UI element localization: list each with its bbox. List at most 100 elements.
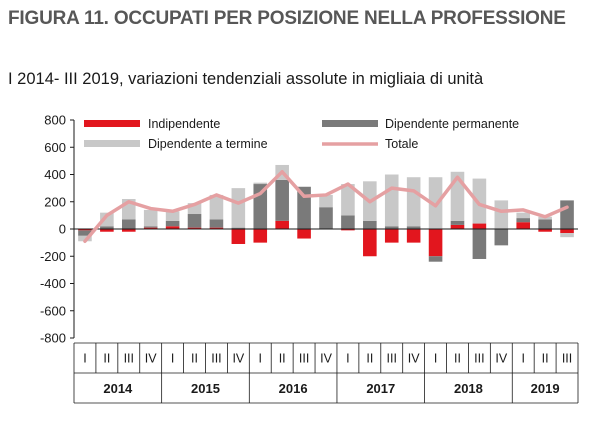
bar-dipendente-a-termine-22 [560,233,574,238]
bar-dipendente-permanente-5 [187,214,202,228]
bar-dipendente-a-termine-8 [253,182,268,185]
legend-label-total: Totale [385,137,418,151]
bar-dipendente-permanente-18 [472,229,487,259]
bar-dipendente-permanente-19 [494,229,509,246]
bar-dipendente-a-termine-18 [472,178,487,224]
bar-indipendente-5 [187,227,202,229]
bar-dipendente-permanente-12 [341,215,355,230]
y-tick-label: -200 [40,249,66,264]
bar-dipendente-a-termine-5 [187,203,202,215]
x-quarter-label: II [454,352,461,366]
bar-indipendente-4 [165,226,180,229]
x-quarter-label: III [299,352,309,366]
x-quarter-label: IV [495,352,507,366]
legend-swatch-fixed-term [84,140,140,147]
y-tick-label: -800 [40,331,66,346]
bar-dipendente-permanente-15 [406,226,421,229]
x-year-label: 2017 [366,381,395,396]
bar-indipendente-12 [341,229,355,231]
bar-dipendente-a-termine-4 [165,211,180,221]
bar-dipendente-permanente-3 [143,226,158,228]
x-quarter-label: III [387,352,397,366]
bar-dipendente-permanente-17 [450,220,465,225]
x-quarter-label: II [542,352,549,366]
bar-dipendente-permanente-7 [231,227,246,229]
legend-label-permanent: Dipendente permanente [385,117,519,131]
chart-legend: Indipendente Dipendente permanente Dipen… [84,117,519,151]
bar-indipendente-10 [297,229,311,239]
x-quarter-label: III [474,352,484,366]
bar-indipendente-6 [209,227,224,229]
y-tick-label: 600 [44,140,66,155]
x-quarter-label: IV [408,352,420,366]
legend-label-independent: Indipendente [148,117,220,131]
bar-indipendente-0 [78,229,92,231]
x-quarter-label: II [279,352,286,366]
series-line-total [83,170,569,244]
bar-dipendente-permanente-21 [538,219,552,229]
x-quarter-label: I [259,352,262,366]
bar-dipendente-permanente-1 [100,226,114,229]
bar-dipendente-a-termine-14 [384,174,399,227]
chart-subtitle: I 2014- III 2019, variazioni tendenziali… [8,70,484,88]
bar-indipendente-2 [121,229,136,232]
bar-indipendente-18 [472,223,487,229]
bar-indipendente-3 [143,227,158,229]
bar-dipendente-permanente-4 [165,220,180,227]
bar-dipendente-a-termine-12 [341,184,355,216]
bar-dipendente-permanente-2 [121,219,136,229]
bar-dipendente-permanente-13 [363,220,377,229]
y-tick-label: -400 [40,276,66,291]
bar-dipendente-a-termine-11 [319,194,333,208]
x-quarter-label: II [366,352,373,366]
bar-dipendente-permanente-14 [384,226,399,229]
y-tick-label: -600 [40,303,66,318]
x-quarter-label: I [521,352,524,366]
bar-indipendente-16 [428,229,443,257]
x-quarter-label: II [191,352,198,366]
x-year-label: 2018 [454,381,483,396]
bar-indipendente-15 [406,229,421,243]
x-quarter-label: IV [232,352,244,366]
bar-dipendente-permanente-22 [560,200,574,229]
y-tick-label: 200 [44,194,66,209]
x-quarter-label: III [562,352,572,366]
bar-dipendente-a-termine-1 [100,212,114,227]
bar-dipendente-a-termine-20 [516,212,531,219]
x-year-label: 2016 [279,381,308,396]
x-year-label: 2015 [191,381,220,396]
bar-dipendente-permanente-6 [209,219,224,228]
y-tick-label: 400 [44,167,66,182]
bar-dipendente-a-termine-7 [231,188,246,228]
bar-dipendente-permanente-0 [78,230,92,236]
y-tick-label: 0 [59,222,66,237]
x-year-label: 2019 [531,381,560,396]
bar-indipendente-1 [100,229,114,232]
bar-indipendente-17 [450,224,465,229]
bar-indipendente-7 [231,229,246,244]
x-quarter-label: I [434,352,437,366]
x-quarter-label: I [346,352,349,366]
legend-swatch-independent [84,120,140,127]
bar-dipendente-permanente-20 [516,218,531,223]
bar-dipendente-a-termine-3 [143,209,158,227]
bar-dipendente-a-termine-6 [209,194,224,220]
bar-indipendente-13 [363,229,377,257]
bar-indipendente-22 [560,229,574,234]
bar-dipendente-a-termine-19 [494,200,509,229]
x-quarter-label: I [83,352,86,366]
x-quarter-label: II [103,352,110,366]
x-year-label: 2014 [103,381,133,396]
bar-dipendente-permanente-16 [428,256,443,262]
bar-dipendente-a-termine-0 [78,235,92,242]
legend-swatch-permanent [322,120,378,127]
y-tick-label: 800 [44,113,66,128]
x-quarter-label: III [124,352,134,366]
bar-indipendente-8 [253,229,268,243]
bar-indipendente-20 [516,222,531,229]
total-line-layer [83,170,569,244]
legend-label-fixed-term: Dipendente a termine [148,137,268,151]
bar-dipendente-permanente-9 [275,179,289,221]
